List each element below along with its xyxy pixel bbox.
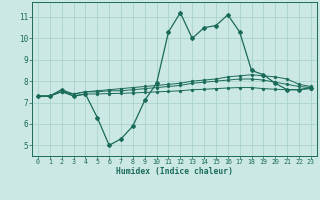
X-axis label: Humidex (Indice chaleur): Humidex (Indice chaleur) xyxy=(116,167,233,176)
